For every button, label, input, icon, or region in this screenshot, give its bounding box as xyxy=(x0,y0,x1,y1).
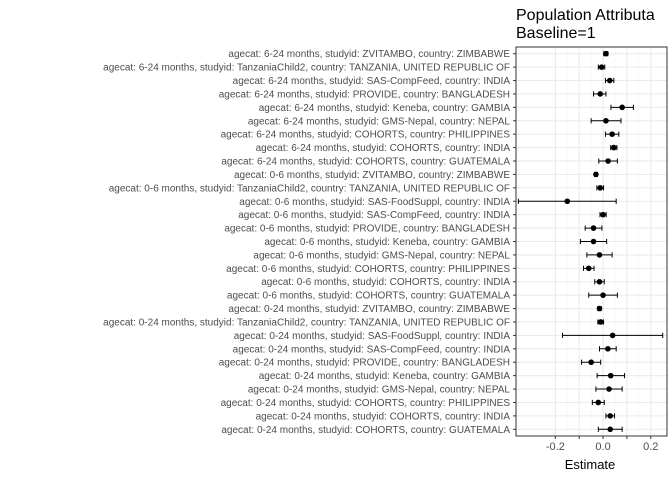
estimate-point xyxy=(596,305,603,312)
x-axis-tick-label: 0.2 xyxy=(643,441,658,453)
estimate-point xyxy=(593,171,599,178)
error-bar-row xyxy=(590,117,622,124)
x-axis-title: Estimate xyxy=(565,457,616,472)
y-axis-label: agecat: 0-24 months, studyid: PROVIDE, c… xyxy=(219,358,510,369)
x-axis-tick-label: 0.0 xyxy=(595,441,610,453)
y-axis-label: agecat: 0-24 months, studyid: COHORTS, c… xyxy=(256,411,511,422)
estimate-point xyxy=(603,50,609,57)
estimate-point xyxy=(611,144,617,151)
estimate-point xyxy=(595,399,602,406)
error-bar-row xyxy=(599,211,607,218)
chart-subtitle: Baseline=1 xyxy=(516,25,596,42)
error-bar-row xyxy=(581,359,602,366)
x-axis-tick-label: -0.2 xyxy=(546,441,565,453)
y-axis-label: agecat: 0-24 months, studyid: COHORTS, c… xyxy=(221,425,510,436)
y-axis-labels: agecat: 6-24 months, studyid: ZVITAMBO, … xyxy=(103,49,516,436)
error-bar-row xyxy=(597,426,623,433)
error-bar-row xyxy=(593,91,607,97)
error-bar-row xyxy=(605,413,616,419)
error-bar-row xyxy=(588,292,618,298)
y-axis-label: agecat: 6-24 months, studyid: COHORTS, c… xyxy=(221,157,510,168)
error-bar-row xyxy=(579,238,608,245)
x-axis-ticks: -0.2 0.0 0.2 xyxy=(546,436,658,453)
error-bar-row xyxy=(610,144,618,151)
y-axis-label: agecat: 6-24 months, studyid: COHORTS, c… xyxy=(221,130,511,141)
estimate-point xyxy=(597,185,604,191)
estimate-point xyxy=(609,131,615,137)
estimate-point xyxy=(609,332,616,339)
y-axis-label: agecat: 0-6 months, studyid: SAS-CompFee… xyxy=(238,210,510,221)
error-bar-row xyxy=(604,77,615,84)
y-axis-label: agecat: 0-6 months, studyid: GMS-Nepal, … xyxy=(253,250,510,261)
error-bar-row xyxy=(596,372,626,379)
y-axis-label: agecat: 6-24 months, studyid: TanzaniaCh… xyxy=(103,63,510,74)
error-bar-row xyxy=(591,399,605,406)
estimate-point xyxy=(590,238,597,245)
error-bar-row xyxy=(603,50,609,57)
y-axis-label: agecat: 0-6 months, studyid: ZVITAMBO, c… xyxy=(234,170,510,181)
error-bar-row xyxy=(596,185,605,191)
estimate-point xyxy=(585,265,592,272)
estimate-point xyxy=(619,104,625,111)
error-bar-row xyxy=(586,252,613,258)
y-axis-label: agecat: 6-24 months, studyid: Keneba, co… xyxy=(259,103,511,114)
estimate-point xyxy=(607,426,614,433)
y-axis-label: agecat: 0-24 months, studyid: COHORTS, c… xyxy=(221,398,511,409)
y-axis-label: agecat: 0-6 months, studyid: COHORTS, co… xyxy=(227,291,510,302)
y-axis-label: agecat: 0-6 months, studyid: COHORTS, co… xyxy=(226,264,510,275)
estimate-point xyxy=(603,117,609,124)
error-bar-row xyxy=(583,265,595,272)
estimate-point xyxy=(600,211,606,218)
estimate-point xyxy=(597,91,604,97)
estimate-point xyxy=(597,319,604,325)
estimate-point xyxy=(605,346,611,352)
error-bar-row xyxy=(593,171,599,178)
estimate-point xyxy=(596,252,603,258)
y-axis-label: agecat: 0-6 months, studyid: Keneba, cou… xyxy=(264,237,510,248)
error-bar-row xyxy=(598,346,617,352)
y-axis-label: agecat: 6-24 months, studyid: GMS-Nepal,… xyxy=(248,116,511,127)
estimate-point xyxy=(607,413,614,419)
error-bar-row xyxy=(584,225,603,231)
y-axis-label: agecat: 0-6 months, studyid: TanzaniaChi… xyxy=(109,183,510,194)
y-axis-label: agecat: 0-24 months, studyid: SAS-CompFe… xyxy=(233,344,511,355)
y-axis-label: agecat: 6-24 months, studyid: ZVITAMBO, … xyxy=(228,49,510,60)
estimate-point xyxy=(606,386,612,392)
error-bar-row xyxy=(597,64,606,70)
estimate-point xyxy=(564,198,571,205)
estimate-point xyxy=(598,64,605,70)
estimate-point xyxy=(607,372,614,379)
plot-panel xyxy=(515,46,668,437)
y-axis-label: agecat: 6-24 months, studyid: PROVIDE, c… xyxy=(219,89,510,100)
estimate-point xyxy=(590,225,597,231)
y-axis-label: agecat: 6-24 months, studyid: COHORTS, c… xyxy=(256,143,511,154)
estimate-point xyxy=(588,359,594,366)
y-axis-label: agecat: 0-24 months, studyid: ZVITAMBO, … xyxy=(228,304,510,315)
estimate-point xyxy=(605,158,611,164)
error-bar-row xyxy=(610,104,634,111)
estimate-point xyxy=(600,292,606,298)
error-bar-row xyxy=(596,305,603,312)
error-bar-row xyxy=(595,386,623,392)
y-axis-label: agecat: 0-24 months, studyid: TanzaniaCh… xyxy=(103,317,510,328)
estimate-point xyxy=(596,278,603,285)
y-axis-label: agecat: 6-24 months, studyid: SAS-CompFe… xyxy=(233,76,511,87)
error-bar-row xyxy=(604,131,620,137)
error-bar-row xyxy=(517,198,617,205)
error-bar-row xyxy=(594,278,605,285)
y-axis-label: agecat: 0-6 months, studyid: PROVIDE, co… xyxy=(224,224,510,235)
plot-marks xyxy=(517,50,664,433)
y-axis-label: agecat: 0-24 months, studyid: SAS-FoodSu… xyxy=(234,331,511,342)
error-bar-row xyxy=(598,158,618,164)
y-axis-label: agecat: 0-6 months, studyid: COHORTS, co… xyxy=(261,277,510,288)
chart-title: Population Attributa xyxy=(516,7,655,24)
error-bar-row xyxy=(562,332,664,339)
y-axis-label: agecat: 0-24 months, studyid: GMS-Nepal,… xyxy=(248,385,511,396)
estimate-point xyxy=(606,77,613,84)
y-axis-label: agecat: 0-6 months, studyid: SAS-FoodSup… xyxy=(239,197,510,208)
error-bar-row xyxy=(597,319,605,325)
y-axis-label: agecat: 0-24 months, studyid: Keneba, co… xyxy=(259,371,511,382)
